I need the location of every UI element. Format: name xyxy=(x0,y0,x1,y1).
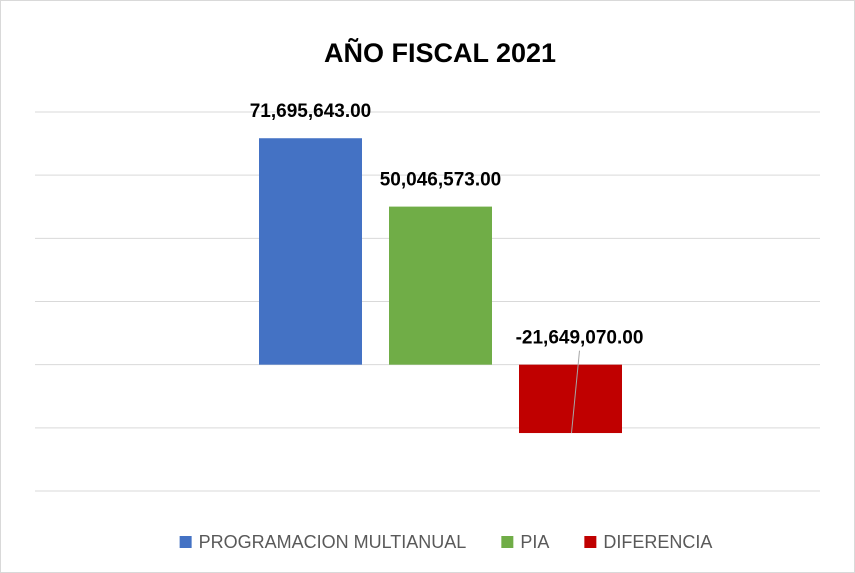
legend-swatch xyxy=(179,536,192,548)
chart-title: AÑO FISCAL 2021 xyxy=(324,37,556,68)
legend-swatch xyxy=(584,536,597,548)
bar xyxy=(519,364,622,434)
data-label: 71,695,643.00 xyxy=(250,101,372,122)
bar xyxy=(389,206,492,365)
legend-label: PIA xyxy=(520,532,549,552)
leader-line xyxy=(571,350,580,434)
legend-swatch xyxy=(501,536,514,548)
data-label: 50,046,573.00 xyxy=(380,170,502,191)
data-label: -21,649,070.00 xyxy=(516,328,644,349)
legend-label: PROGRAMACION MULTIANUAL xyxy=(199,532,467,552)
bar xyxy=(259,138,362,365)
legend-label: DIFERENCIA xyxy=(603,532,712,552)
